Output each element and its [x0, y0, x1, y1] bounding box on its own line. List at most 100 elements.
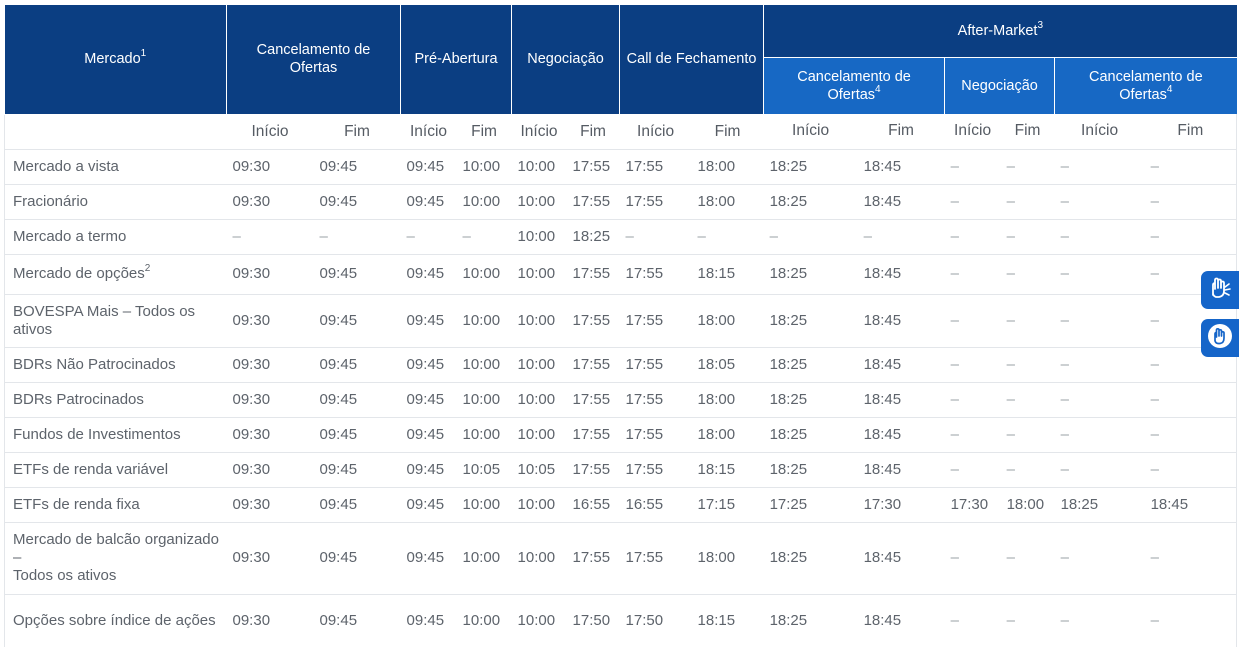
- subheader-empty: [4, 114, 227, 150]
- table-row: Fundos de Investimentos 09:30 09:45 09:45 10…: [4, 417, 1238, 453]
- time-cell: 09:45: [313, 452, 401, 488]
- market-name: Mercado a termo: [4, 219, 227, 255]
- time-cell: 09:45: [313, 254, 401, 295]
- time-cell: –: [1054, 522, 1145, 595]
- time-cell: 17:55: [566, 184, 620, 220]
- time-cell: 18:45: [863, 611, 902, 629]
- time-cell: –: [1054, 294, 1145, 348]
- time-cell: 10:00: [511, 522, 567, 595]
- time-cell: 10:05: [456, 452, 512, 488]
- time-cell: 10:00: [511, 294, 567, 348]
- subheader-inicio: Início: [226, 114, 314, 150]
- time-cell: 18:25: [763, 149, 858, 185]
- time-cell: 18:05: [691, 347, 764, 383]
- time-cell: –: [400, 219, 457, 255]
- time-cell: 17:50: [572, 611, 611, 629]
- time-cell: –: [944, 452, 1001, 488]
- time-cell: 18:45: [857, 452, 945, 488]
- col-header-am-negociacao: Negociação: [944, 57, 1056, 114]
- time-cell: 09:45: [400, 294, 457, 348]
- time-cell: –: [944, 184, 1001, 220]
- time-cell: –: [1000, 522, 1055, 595]
- time-cell: –: [1144, 417, 1238, 453]
- time-cell: 18:15: [691, 452, 764, 488]
- time-cell: 17:55: [619, 417, 692, 453]
- market-name: Mercado a vista: [4, 149, 227, 185]
- time-cell: 17:30: [857, 487, 945, 523]
- time-cell: –: [1144, 522, 1238, 595]
- time-cell: 09:45: [313, 522, 401, 595]
- vlibras-button[interactable]: [1201, 319, 1239, 357]
- table-row: Fracionário 09:30 09:45 09:45 10:00 10:00 17:5…: [4, 184, 1238, 220]
- time-cell: 18:25: [763, 184, 858, 220]
- sign-language-button[interactable]: [1201, 271, 1239, 309]
- time-cell: –: [944, 149, 1001, 185]
- time-cell: 17:55: [566, 149, 620, 185]
- col-header-mercado: Mercado1: [4, 5, 227, 115]
- time-cell: 17:55: [566, 347, 620, 383]
- time-cell: 18:00: [691, 184, 764, 220]
- table-row: Mercado a termo – – – –10:00 18:25– – – – – – – –: [4, 219, 1238, 255]
- time-cell: –: [944, 219, 1001, 255]
- time-cell: –: [944, 294, 1001, 348]
- trading-hours-table: Mercado1 Cancelamento de Ofertas Pré-Abe…: [4, 5, 1238, 647]
- time-cell: –: [1000, 219, 1055, 255]
- subheader-inicio: Início: [619, 114, 692, 150]
- time-cell: 18:45: [857, 347, 945, 383]
- time-cell: –: [1054, 254, 1145, 295]
- time-cell: 17:55: [619, 522, 692, 595]
- time-cell: 09:45: [313, 347, 401, 383]
- time-cell: 18:00: [691, 149, 764, 185]
- table-row: BDRs Patrocinados 09:30 09:45 09:45 10:00 10:…: [4, 382, 1238, 418]
- time-cell: –: [763, 219, 858, 255]
- time-cell: 10:00: [456, 184, 512, 220]
- subheader-inicio: Início: [1054, 114, 1145, 150]
- time-cell: –: [944, 417, 1001, 453]
- time-cell: 09:30: [226, 294, 314, 348]
- time-cell: 18:25: [763, 382, 858, 418]
- time-cell: 09:45: [313, 184, 401, 220]
- time-cell: 10:00: [456, 254, 512, 295]
- time-cell: 10:00: [456, 417, 512, 453]
- time-cell: –: [1000, 149, 1055, 185]
- subheader-fim: Fim: [1144, 114, 1238, 150]
- time-cell: 18:00: [691, 522, 764, 595]
- time-cell: 10:00: [511, 149, 567, 185]
- hand-signing-icon: [1207, 275, 1233, 306]
- time-cell: 09:45: [313, 149, 401, 185]
- time-cell: –: [1144, 219, 1238, 255]
- time-cell: –: [944, 347, 1001, 383]
- time-cell: 10:00: [511, 417, 567, 453]
- time-cell: –: [619, 219, 692, 255]
- time-cell: 18:00: [691, 382, 764, 418]
- time-cell: 17:55: [619, 149, 692, 185]
- time-cell: 09:30: [226, 149, 314, 185]
- time-cell: –: [1060, 611, 1069, 629]
- time-cell: –: [1000, 417, 1055, 453]
- time-cell: 10:00: [456, 487, 512, 523]
- time-cell: 17:55: [566, 294, 620, 348]
- col-header-negociacao: Negociação: [511, 5, 621, 115]
- table-row: Opções sobre índice de ações 09:30 09:45 09…: [4, 594, 1238, 647]
- time-cell: –: [1054, 382, 1145, 418]
- time-cell: 17:55: [566, 522, 620, 595]
- market-name: BDRs Patrocinados: [4, 382, 227, 418]
- time-cell: –: [1000, 347, 1055, 383]
- market-name: ETFs de renda variável: [4, 452, 227, 488]
- time-cell: 17:55: [619, 382, 692, 418]
- time-cell: –: [313, 219, 401, 255]
- col-header-am-cancelamento: Cancelamento de Ofertas4: [763, 57, 946, 114]
- time-cell: 09:30: [232, 611, 271, 629]
- time-cell: 09:45: [400, 184, 457, 220]
- time-cell: 18:25: [763, 417, 858, 453]
- time-cell: –: [1144, 382, 1238, 418]
- time-cell: –: [1000, 452, 1055, 488]
- time-cell: 18:25: [763, 254, 858, 295]
- time-cell: 18:00: [691, 294, 764, 348]
- time-cell: 17:55: [566, 254, 620, 295]
- time-cell: 10:00: [456, 522, 512, 595]
- time-cell: 09:45: [400, 254, 457, 295]
- subheader-row: Início Fim Início Fim Início Fim Início Fim Iníc…: [4, 114, 1238, 150]
- time-cell: 09:45: [400, 382, 457, 418]
- time-cell: 18:25: [1054, 487, 1145, 523]
